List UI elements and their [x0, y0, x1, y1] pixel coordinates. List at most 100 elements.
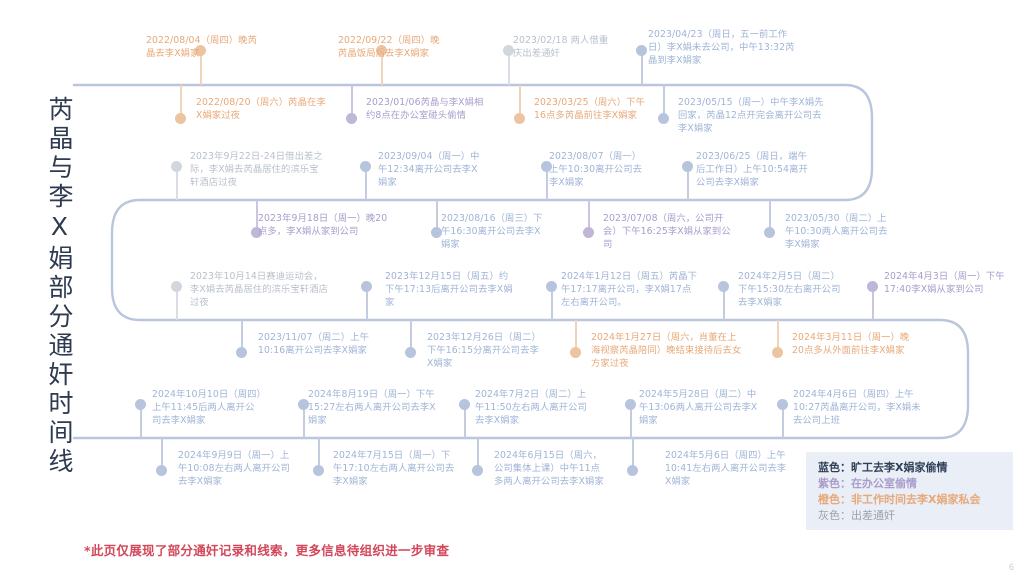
event-text: 2023/08/07（周一）上午10:30离开公司去李X娟家: [549, 151, 643, 189]
event-stem: [508, 50, 510, 85]
event-stem: [477, 438, 479, 470]
event-text: 2024年6月15日（周六，公司集体上课）中午11点多两人离开公司去李X娟家: [494, 450, 604, 488]
event-stem: [630, 404, 632, 438]
event-text: 2023/08/16（周三）下午16:30离开公司去李X娟家: [441, 213, 543, 251]
event-text: 2024年9月9日（周一）上午10:08左右两人离开公司去李X娟家: [178, 450, 290, 488]
event-text: 2024年10月10日（周四）上午11:45后两人离开公司去李X娟家: [152, 389, 262, 427]
event-text: 2023/03/25（周六）下午16点多芮晶前往李X娟家: [534, 97, 645, 122]
event-stem: [872, 286, 874, 320]
event-dot: [135, 399, 146, 410]
event-text: 2024年5月28日（周二）中午13:06两人离开公司去李X娟家: [639, 389, 758, 427]
timeline-event: 2022/08/20（周六）芮晶在李X娟家过夜: [196, 96, 328, 122]
event-dot: [431, 227, 442, 238]
event-stem: [575, 320, 577, 352]
timeline-event: 2024年7月15日（周一）下午17:10左右两人离开公司去李X娟家: [333, 449, 457, 489]
event-dot: [764, 227, 775, 238]
event-dot: [175, 113, 186, 124]
legend-item-blue: 蓝色：旷工去李X娟家偷情: [818, 461, 948, 474]
timeline-event: 2023年12月26日（周二）下午16:15分离开公司去李X娟家: [427, 331, 539, 371]
event-text: 2023/05/15（周一）中午李X娟先回家，芮晶12点开完会离开公司去李X娟家: [678, 97, 824, 135]
event-text: 2023年12月26日（周二）下午16:15分离开公司去李X娟家: [427, 332, 539, 370]
timeline-event: 2022/08/04（周四）晚芮晶去李X娟家: [146, 34, 266, 60]
event-text: 2023年9月22日-24日借出差之际，李X娟去芮晶居住的滨乐宝轩酒店过夜: [190, 151, 323, 189]
event-text: 2023/05/30（周二）上午10:30两人离开公司去李X娟家: [785, 213, 888, 251]
timeline-event: 2024年5月6日（周四）上午10:41左右两人离开公司去李X娟家: [665, 449, 789, 489]
timeline-event: 2023/09/04（周一）中午12:34离开公司去李X娟家: [378, 150, 486, 190]
event-stem: [200, 50, 202, 85]
event-text: 2023年10月14日赛迪运动会，李X娟去芮晶居住的滨乐宝轩酒店过夜: [190, 271, 329, 309]
event-stem: [318, 438, 320, 470]
event-stem: [641, 50, 643, 85]
event-stem: [436, 200, 438, 232]
event-dot: [514, 113, 525, 124]
event-text: 2024年7月2日（周二）上午11:50左右两人离开公司去李X娟家: [475, 389, 587, 427]
event-text: 2023/07/08（周六，公司开会）下午16:25李X娟从家到公司: [603, 213, 731, 251]
timeline-event: 2024年9月9日（周一）上午10:08左右两人离开公司去李X娟家: [178, 449, 294, 489]
timeline-event: 2022/09/22（周四）晚芮晶饭局后去李X娟家: [338, 34, 444, 60]
timeline-event: 2024年7月2日（周二）上午11:50左右两人离开公司去李X娟家: [475, 388, 589, 428]
event-dot: [195, 45, 206, 56]
legend-item-orange: 橙色：非工作时间去李X娟家私会: [818, 492, 981, 506]
event-dot: [541, 161, 552, 172]
event-dot: [376, 45, 387, 56]
event-stem: [161, 438, 163, 470]
event-dot: [346, 113, 357, 124]
color-legend: 蓝色：旷工去李X娟家偷情 紫色：在办公室偷情 橙色：非工作时间去李X娟家私会 灰…: [806, 452, 1013, 530]
event-dot: [171, 161, 182, 172]
event-dot: [570, 347, 581, 358]
page-number: 6: [1008, 562, 1014, 572]
event-text: 2022/08/04（周四）晚芮晶去李X娟家: [146, 35, 257, 60]
timeline-event: 2023/05/30（周二）上午10:30两人离开公司去李X娟家: [785, 212, 895, 252]
event-text: 2022/09/22（周四）晚芮晶饭局后去李X娟家: [338, 35, 440, 60]
event-text: 2024年8月19日（周一）下午15:27左右两人离开公司去李X娟家: [308, 389, 436, 427]
event-dot: [361, 281, 372, 292]
event-dot: [459, 399, 470, 410]
event-stem: [464, 404, 466, 438]
event-text: 2023/01/06芮晶与李X娟相约8点在办公室碰头偷情: [366, 97, 484, 122]
timeline-event: 2024年1月27日（周六，肖董在上海视察芮晶陪同）晚结束接待后去女方家过夜: [591, 331, 743, 371]
timeline-event: 2024年5月28日（周二）中午13:06两人离开公司去李X娟家: [639, 388, 761, 428]
event-text: 2024年4月6日（周四）上午10:27芮晶离开公司，李X娟未去公司上班: [793, 389, 921, 427]
timeline-event: 2024年8月19日（周一）下午15:27左右两人离开公司去李X娟家: [308, 388, 442, 428]
event-dot: [171, 281, 182, 292]
event-dot: [472, 465, 483, 476]
event-stem: [366, 286, 368, 320]
event-text: 2023/04/23（周日，五一前工作日）李X娟未去公司，中午13:32芮晶到李…: [648, 29, 795, 67]
event-text: 2024年2月5日（周二）下午15:30左右离开公司去李X娟家: [738, 271, 841, 309]
event-dot: [313, 465, 324, 476]
event-dot: [251, 227, 262, 238]
timeline-event: 2023/06/25（周日，端午后工作日）上午10:54离开公司去李X娟家: [696, 150, 814, 190]
event-text: 2023/09/04（周一）中午12:34离开公司去李X娟家: [378, 151, 480, 189]
timeline-event: 2023/03/25（周六）下午16点多芮晶前往李X娟家: [534, 96, 646, 122]
event-dot: [236, 347, 247, 358]
event-dot: [546, 281, 557, 292]
event-dot: [636, 45, 647, 56]
event-dot: [658, 113, 669, 124]
event-dot: [156, 465, 167, 476]
event-stem: [769, 200, 771, 232]
event-text: 2024年7月15日（周一）下午17:10左右两人离开公司去李X娟家: [333, 450, 455, 488]
event-stem: [410, 320, 412, 352]
event-stem: [782, 404, 784, 438]
timeline-event: 2023年9月22日-24日借出差之际，李X娟去芮晶居住的滨乐宝轩酒店过夜: [190, 150, 326, 190]
footnote: *此页仅展现了部分通奸记录和线索，更多信息待组织进一步审查: [84, 543, 450, 558]
timeline-event: 2023/07/08（周六，公司开会）下午16:25李X娟从家到公司: [603, 212, 733, 252]
legend-item-purple: 紫色：在办公室偷情: [818, 476, 917, 490]
event-text: 2024年5月6日（周四）上午10:41左右两人离开公司去李X娟家: [665, 450, 787, 488]
event-stem: [256, 200, 258, 232]
event-text: 2023/11/07（周二）上午10:16离开公司去李X娟家: [258, 332, 369, 357]
timeline-event: 2023年12月15日（周五）约下午17:13后离开公司去李X娟家: [385, 270, 515, 310]
event-text: 2024年4月3日（周一）下午17:40李X娟从家到公司: [884, 271, 1005, 296]
event-dot: [583, 227, 594, 238]
event-dot: [867, 281, 878, 292]
event-stem: [663, 85, 665, 118]
event-stem: [777, 320, 779, 352]
event-dot: [360, 161, 371, 172]
event-stem: [176, 166, 178, 200]
event-dot: [298, 399, 309, 410]
event-stem: [303, 404, 305, 438]
event-text: 2023年9月18日（周一）晚20点多，李X娟从家到公司: [258, 213, 388, 238]
timeline-event: 2024年4月3日（周一）下午17:40李X娟从家到公司: [884, 270, 1006, 296]
event-stem: [140, 404, 142, 438]
